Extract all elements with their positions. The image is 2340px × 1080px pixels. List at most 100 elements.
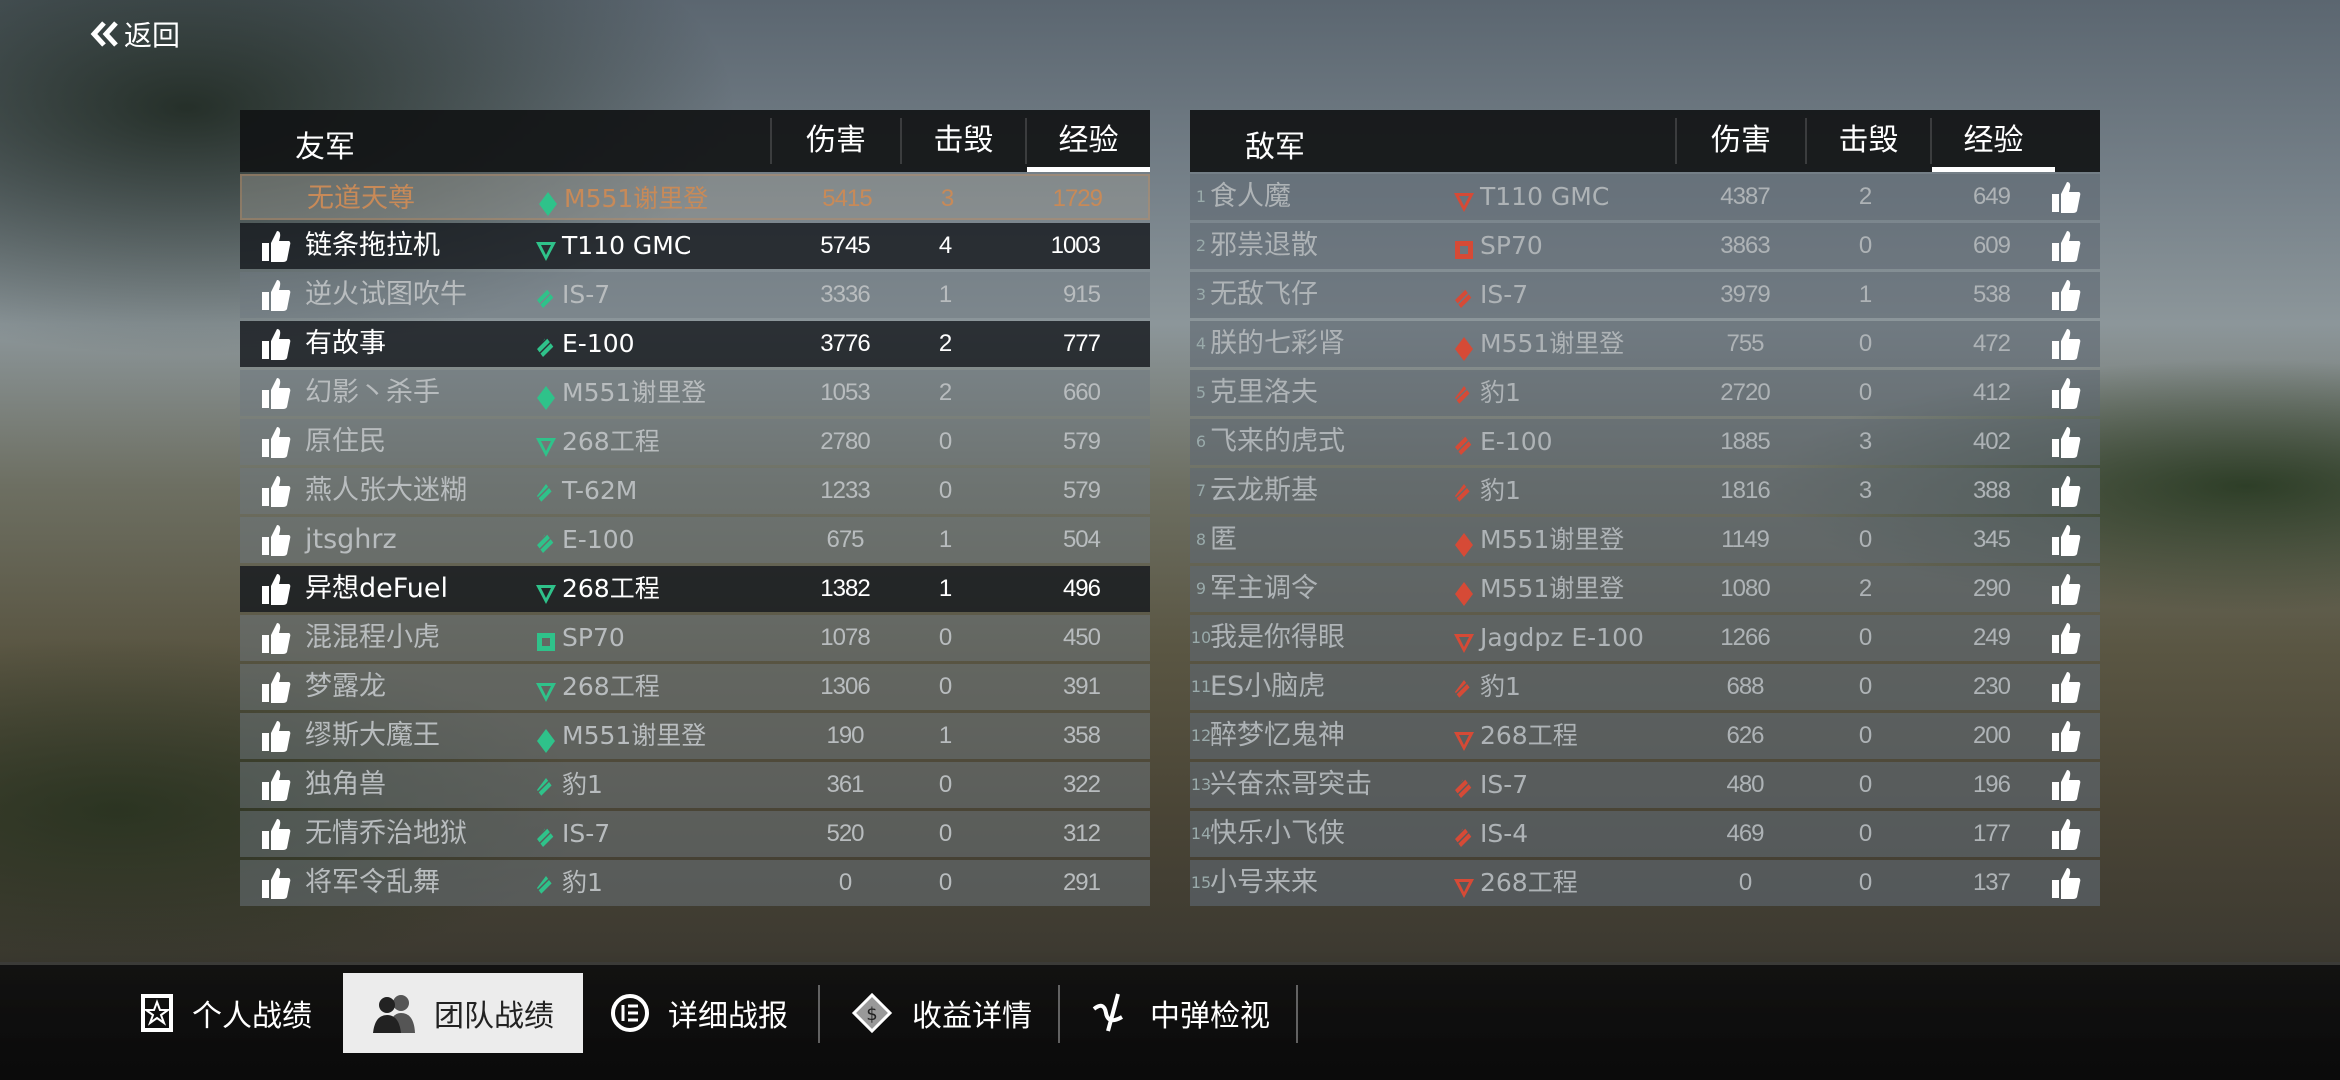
thumbs-up-icon[interactable] bbox=[2050, 866, 2082, 900]
row-index: 7 bbox=[1195, 481, 1207, 500]
enemy-player-row[interactable]: 1 食人魔 T110 GMC 4387 2 649 bbox=[1190, 174, 2100, 220]
medium-tank-icon bbox=[1452, 380, 1476, 426]
player-name: 链条拖拉机 bbox=[305, 230, 440, 261]
kills-value: 1 bbox=[938, 526, 952, 553]
ally-player-row[interactable]: 逆火试图吹牛 IS-7 3336 1 915 bbox=[240, 272, 1150, 318]
thumbs-up-icon[interactable] bbox=[2050, 278, 2082, 312]
tank-name: M551谢里登 bbox=[562, 721, 707, 750]
thumbs-up-icon[interactable] bbox=[260, 572, 292, 606]
thumbs-up-icon[interactable] bbox=[260, 229, 292, 263]
thumbs-up-icon[interactable] bbox=[2050, 376, 2082, 410]
thumbs-up-icon[interactable] bbox=[2050, 768, 2082, 802]
tab-hit-inspect[interactable]: 中弹检视 bbox=[1088, 973, 1288, 1053]
enemy-player-row[interactable]: 15 小号来来 268工程 0 0 137 bbox=[1190, 860, 2100, 906]
thumbs-up-icon[interactable] bbox=[2050, 229, 2082, 263]
back-button[interactable]: 返回 bbox=[90, 14, 180, 54]
tank-name: 豹1 bbox=[1480, 672, 1521, 701]
tab-team-record[interactable]: 团队战绩 bbox=[343, 973, 583, 1053]
enemy-player-row[interactable]: 2 邪祟退散 SP70 3863 0 609 bbox=[1190, 223, 2100, 269]
thumbs-up-icon[interactable] bbox=[2050, 180, 2082, 214]
exp-value: 450 bbox=[1062, 624, 1101, 651]
thumbs-up-icon[interactable] bbox=[2050, 572, 2082, 606]
thumbs-up-icon[interactable] bbox=[2050, 719, 2082, 753]
ally-player-row[interactable]: 独角兽 豹1 361 0 322 bbox=[240, 762, 1150, 808]
sort-kills-tab[interactable]: 击毁 bbox=[900, 118, 1025, 164]
thumbs-up-icon[interactable] bbox=[2050, 670, 2082, 704]
light-tank-icon bbox=[536, 186, 560, 232]
ally-player-row[interactable]: 无情乔治地狱 IS-7 520 0 312 bbox=[240, 811, 1150, 857]
exp-value: 312 bbox=[1062, 820, 1101, 847]
thumbs-up-icon[interactable] bbox=[260, 866, 292, 900]
thumbs-up-icon[interactable] bbox=[260, 817, 292, 851]
thumbs-up-icon[interactable] bbox=[260, 768, 292, 802]
sort-kills-tab[interactable]: 击毁 bbox=[1805, 118, 1930, 164]
ally-player-row[interactable]: 梦露龙 268工程 1306 0 391 bbox=[240, 664, 1150, 710]
enemy-player-row[interactable]: 12 醉梦忆鬼神 268工程 626 0 200 bbox=[1190, 713, 2100, 759]
ally-player-row[interactable]: 原住民 268工程 2780 0 579 bbox=[240, 419, 1150, 465]
thumbs-up-icon[interactable] bbox=[2050, 817, 2082, 851]
ally-player-row[interactable]: 混混程小虎 SP70 1078 0 450 bbox=[240, 615, 1150, 661]
enemy-player-row[interactable]: 7 云龙斯基 豹1 1816 3 388 bbox=[1190, 468, 2100, 514]
tab-earnings[interactable]: $ 收益详情 bbox=[850, 973, 1050, 1053]
enemy-player-row[interactable]: 10 我是你得眼 Jagdpz E-100 1266 0 249 bbox=[1190, 615, 2100, 661]
exp-value: 230 bbox=[1972, 673, 2011, 700]
enemy-player-row[interactable]: 4 朕的七彩肾 M551谢里登 755 0 472 bbox=[1190, 321, 2100, 367]
sort-damage-tab[interactable]: 伤害 bbox=[770, 118, 900, 164]
ally-player-row[interactable]: 幻影丶杀手 M551谢里登 1053 2 660 bbox=[240, 370, 1150, 416]
player-row[interactable]: 无道天尊 M551谢里登 5415 3 1729 bbox=[240, 174, 1150, 220]
thumbs-up-icon[interactable] bbox=[2050, 523, 2082, 557]
enemy-player-row[interactable]: 11 ES小脑虎 豹1 688 0 230 bbox=[1190, 664, 2100, 710]
enemy-player-row[interactable]: 5 克里洛夫 豹1 2720 0 412 bbox=[1190, 370, 2100, 416]
tank-name: M551谢里登 bbox=[1480, 574, 1625, 603]
ally-player-row[interactable]: 有故事 E-100 3776 2 777 bbox=[240, 321, 1150, 367]
enemy-player-row[interactable]: 8 匿 M551谢里登 1149 0 345 bbox=[1190, 517, 2100, 563]
player-name: 无情乔治地狱 bbox=[305, 818, 467, 849]
thumbs-up-icon[interactable] bbox=[260, 621, 292, 655]
thumbs-up-icon[interactable] bbox=[260, 670, 292, 704]
thumbs-up-icon[interactable] bbox=[260, 523, 292, 557]
tab-label: 详细战报 bbox=[668, 999, 788, 1034]
thumbs-up-icon[interactable] bbox=[260, 474, 292, 508]
exp-value: 391 bbox=[1062, 673, 1101, 700]
ally-player-row[interactable]: 异想deFuel 268工程 1382 1 496 bbox=[240, 566, 1150, 612]
tank-name: T-62M bbox=[562, 476, 638, 505]
ally-player-row[interactable]: 链条拖拉机 T110 GMC 5745 4 1003 bbox=[240, 223, 1150, 269]
thumbs-up-icon[interactable] bbox=[2050, 425, 2082, 459]
ally-player-row[interactable]: 燕人张大迷糊 T-62M 1233 0 579 bbox=[240, 468, 1150, 514]
kills-value: 0 bbox=[1858, 330, 1872, 357]
thumbs-up-icon[interactable] bbox=[2050, 327, 2082, 361]
row-index: 15 bbox=[1190, 873, 1212, 892]
kills-value: 0 bbox=[938, 869, 952, 896]
exp-value: 402 bbox=[1972, 428, 2011, 455]
sort-exp-tab[interactable]: 经验 bbox=[1025, 118, 1150, 172]
heavy-tank-icon bbox=[534, 821, 558, 867]
thumbs-up-icon[interactable] bbox=[260, 327, 292, 361]
tab-battle-report[interactable]: 详细战报 bbox=[610, 973, 810, 1053]
exp-value: 1729 bbox=[1052, 185, 1103, 212]
enemy-player-row[interactable]: 13 兴奋杰哥突击 IS-7 480 0 196 bbox=[1190, 762, 2100, 808]
medium-tank-icon bbox=[534, 772, 558, 818]
tab-personal-record[interactable]: 个人战绩 bbox=[140, 973, 340, 1053]
thumbs-up-icon[interactable] bbox=[260, 376, 292, 410]
enemy-title: 敌军 bbox=[1245, 130, 1305, 165]
ally-player-row[interactable]: jtsghrz E-100 675 1 504 bbox=[240, 517, 1150, 563]
kills-value: 1 bbox=[938, 722, 952, 749]
damage-value: 1149 bbox=[1721, 526, 1770, 553]
ally-player-row[interactable]: 将军令乱舞 豹1 0 0 291 bbox=[240, 860, 1150, 906]
enemy-player-row[interactable]: 6 飞来的虎式 E-100 1885 3 402 bbox=[1190, 419, 2100, 465]
sort-damage-tab[interactable]: 伤害 bbox=[1675, 118, 1805, 164]
thumbs-up-icon[interactable] bbox=[260, 425, 292, 459]
heavy-tank-icon bbox=[534, 282, 558, 328]
kills-value: 2 bbox=[1858, 575, 1872, 602]
thumbs-up-icon[interactable] bbox=[260, 278, 292, 312]
enemy-player-row[interactable]: 9 军主调令 M551谢里登 1080 2 290 bbox=[1190, 566, 2100, 612]
kills-value: 1 bbox=[938, 281, 952, 308]
thumbs-up-icon[interactable] bbox=[2050, 474, 2082, 508]
enemy-player-row[interactable]: 3 无敌飞仔 IS-7 3979 1 538 bbox=[1190, 272, 2100, 318]
thumbs-up-icon[interactable] bbox=[2050, 621, 2082, 655]
enemy-player-row[interactable]: 14 快乐小飞侠 IS-4 469 0 177 bbox=[1190, 811, 2100, 857]
thumbs-up-icon[interactable] bbox=[260, 719, 292, 753]
light-tank-icon bbox=[1452, 576, 1476, 622]
sort-exp-tab[interactable]: 经验 bbox=[1930, 118, 2055, 172]
ally-player-row[interactable]: 缪斯大魔王 M551谢里登 190 1 358 bbox=[240, 713, 1150, 759]
